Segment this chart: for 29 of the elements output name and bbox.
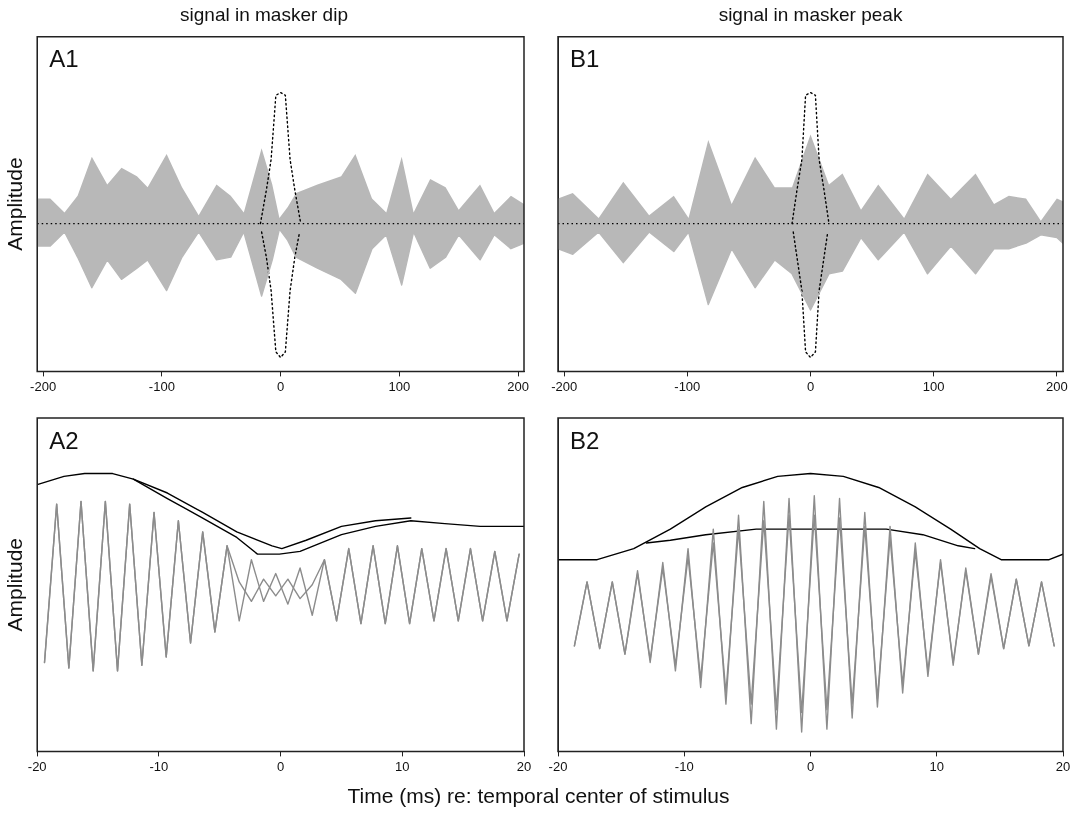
x-tick-label: -20 <box>27 758 47 774</box>
x-tick-label: 100 <box>922 378 945 394</box>
x-tick-label: 0 <box>806 758 815 774</box>
y-axis-title: Amplitude <box>3 538 27 632</box>
x-tick-label: -200 <box>30 378 57 394</box>
x-tick-label: 20 <box>516 758 532 774</box>
x-tick-label: 200 <box>1045 378 1068 394</box>
x-tick-label: -10 <box>674 758 694 774</box>
x-tick-label: 0 <box>276 378 285 394</box>
x-tick-label: 100 <box>388 378 411 394</box>
x-tick-label: -100 <box>674 378 701 394</box>
chart-title: signal in masker dip <box>180 3 348 25</box>
x-tick-label: -20 <box>548 758 568 774</box>
text: A2 <box>49 426 79 454</box>
x-tick-label: 200 <box>507 378 529 394</box>
text: B1 <box>570 45 600 73</box>
x-tick-label: 0 <box>806 378 815 394</box>
x-tick-label: 20 <box>1055 758 1071 774</box>
x-tick-label: 10 <box>929 758 944 774</box>
y-axis-title: Amplitude <box>3 157 27 251</box>
x-tick-label: -10 <box>149 758 169 774</box>
text: B2 <box>570 426 600 454</box>
text: A1 <box>49 45 79 73</box>
x-tick-label: 0 <box>276 758 285 774</box>
x-tick-label: -100 <box>148 378 175 394</box>
x-tick-label: 10 <box>395 758 410 774</box>
x-tick-label: -200 <box>551 378 578 394</box>
x-axis-title: Time (ms) re: temporal center of stimulus <box>346 784 731 808</box>
chart-title: signal in masker peak <box>718 3 903 25</box>
